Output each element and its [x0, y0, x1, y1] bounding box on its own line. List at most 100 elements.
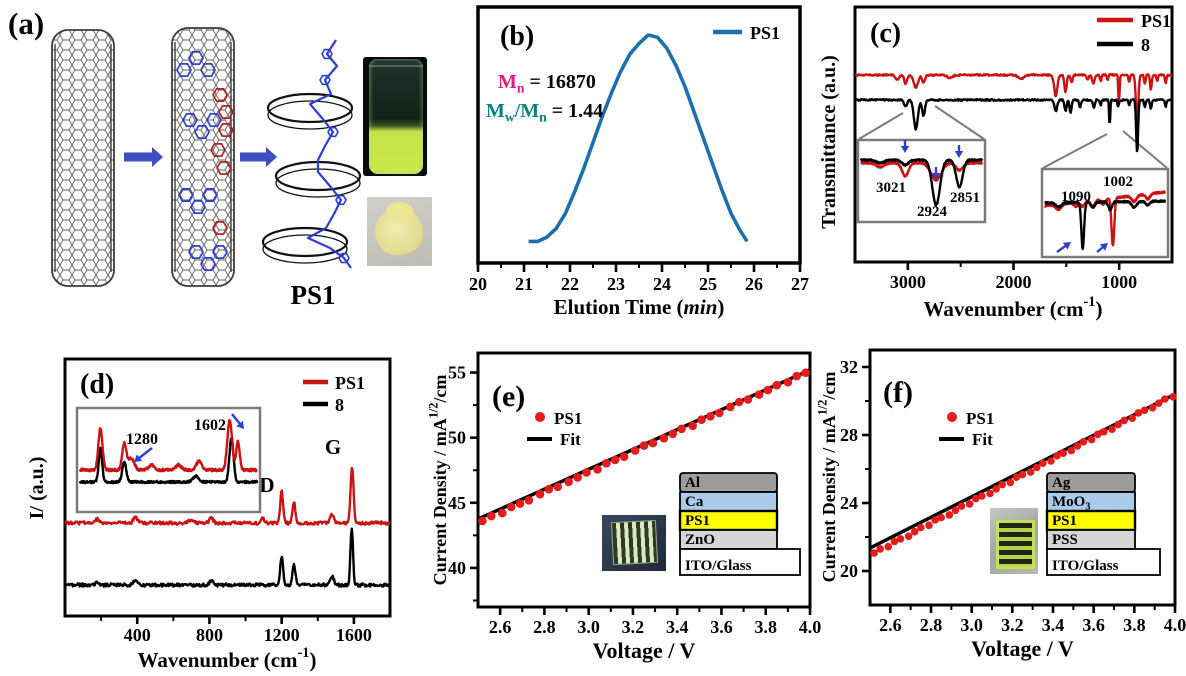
data-point: [971, 494, 980, 503]
data-point: [1047, 457, 1055, 465]
data-point: [1012, 473, 1021, 481]
d-band-label: D: [259, 473, 274, 497]
process-arrow-icon: [124, 147, 163, 167]
y-tick-label: 50: [448, 428, 466, 448]
data-point: [754, 390, 764, 399]
plot-frame: [868, 348, 1177, 607]
panel-a-label: (a): [8, 6, 45, 41]
vial-cap: [369, 65, 423, 67]
data-point: [945, 511, 954, 519]
highlighted-hexagon-blue: [202, 188, 218, 202]
peak-arrow: [1099, 243, 1108, 251]
peak-arrow: [1062, 242, 1071, 250]
y-tick-label: 32: [840, 357, 858, 377]
stack-layer-label: Ca: [685, 494, 704, 510]
highlighted-hexagon-blue: [200, 257, 216, 271]
legend-label: PS1: [966, 409, 994, 428]
x-tick-label: 24: [653, 274, 671, 294]
highlighted-hexagon-blue: [206, 113, 222, 127]
x-tick-label: 3.2: [622, 617, 645, 637]
highlighted-hexagon-blue: [182, 113, 198, 127]
x-tick-label: 25: [699, 274, 717, 294]
peak-label: 3021: [876, 180, 906, 196]
x-tick-label: 3000: [890, 272, 926, 292]
inset-curve-ps1: [860, 161, 984, 182]
pristine-nanotube: [51, 29, 115, 287]
inset-box: [856, 138, 987, 224]
data-point: [726, 402, 735, 412]
highlighted-hexagon-red: [212, 221, 228, 235]
data-point: [697, 415, 706, 424]
x-tick-label: 3.8: [1123, 615, 1146, 635]
inset-connector: [1042, 133, 1108, 169]
inset-curve-8: [1044, 199, 1167, 251]
x-tick-label: 4.0: [1164, 615, 1186, 635]
highlighted-hexagon-red: [210, 143, 226, 157]
inset-box: [1040, 167, 1170, 259]
panel-b-gpc-chart: 20 21 22 23 24 25 26 27 Elution Time (min) PS1 (b)…: [469, 5, 809, 319]
x-tick-label: 2.8: [533, 617, 556, 637]
data-point: [998, 480, 1006, 489]
highlighted-hexagon-blue: [176, 63, 192, 77]
x-tick-label: 27: [791, 274, 809, 294]
y-tick-label: 45: [448, 493, 466, 513]
data-point: [478, 516, 487, 526]
polymer-ring: [335, 194, 347, 206]
x-tick-label: 1600: [336, 625, 372, 645]
highlighted-hexagon-blue: [178, 188, 194, 202]
x-tick-label: 400: [124, 625, 151, 645]
x-tick-label: 2.6: [879, 615, 902, 635]
data-point: [951, 506, 960, 515]
inset-curve-8: [78, 437, 259, 485]
legend-label: PS1: [750, 23, 780, 43]
process-arrow-icon: [240, 147, 277, 167]
legend-label: Fit: [972, 430, 993, 449]
stack-layer: [1046, 548, 1161, 576]
data-point: [1114, 420, 1122, 429]
data-point: [925, 521, 933, 530]
panel-f-jv-chart: 2.6 2.8 3.0 3.2 3.4 3.6 3.8 4.0 20 24 28 32 Voltage …: [815, 348, 1186, 661]
y-tick-label: 40: [448, 558, 466, 578]
ftir-curve-8: [854, 98, 1173, 153]
y-axis-label: Transmittance (a.u.): [818, 55, 840, 229]
data-point: [910, 527, 919, 536]
data-point: [553, 482, 562, 492]
polymer-ring: [321, 48, 333, 60]
y-tick-label: 55: [448, 363, 466, 383]
stack-layer-label: MoO3: [1052, 494, 1090, 512]
polymer-ring: [319, 74, 331, 86]
x-tick-label: 3.8: [754, 617, 777, 637]
data-point: [544, 484, 554, 494]
data-point: [792, 371, 801, 381]
highlighted-hexagon-red: [218, 123, 234, 137]
x-tick-label: 2000: [996, 272, 1032, 292]
powder-photo: [367, 197, 432, 266]
panel-f-label: (f): [883, 376, 913, 409]
x-tick-label: 21: [515, 274, 533, 294]
peak-arrow: [900, 146, 910, 153]
data-point: [890, 537, 899, 546]
data-point: [772, 380, 782, 390]
data-point: [937, 513, 945, 522]
data-point: [1032, 463, 1041, 472]
macrocycle-ring: [262, 234, 348, 264]
y-tick-label: 20: [840, 561, 858, 581]
plot-frame: [63, 357, 392, 618]
panel-c-label: (c): [870, 18, 901, 49]
peak-arrow: [931, 173, 941, 180]
data-point: [535, 489, 545, 499]
x-tick-label: 3.4: [1042, 615, 1065, 635]
data-point: [992, 485, 1000, 493]
device-chip: [610, 519, 659, 566]
data-point: [965, 500, 974, 508]
plot-frame: [476, 351, 812, 609]
y-tick-label: 24: [840, 493, 858, 513]
data-point: [1087, 435, 1096, 444]
data-point: [1154, 399, 1163, 407]
x-tick-label: 23: [607, 274, 625, 294]
peak-label: 1090: [1061, 189, 1091, 205]
data-point: [1120, 416, 1128, 425]
macrocycle-ring: [261, 226, 349, 258]
data-point: [648, 438, 658, 448]
